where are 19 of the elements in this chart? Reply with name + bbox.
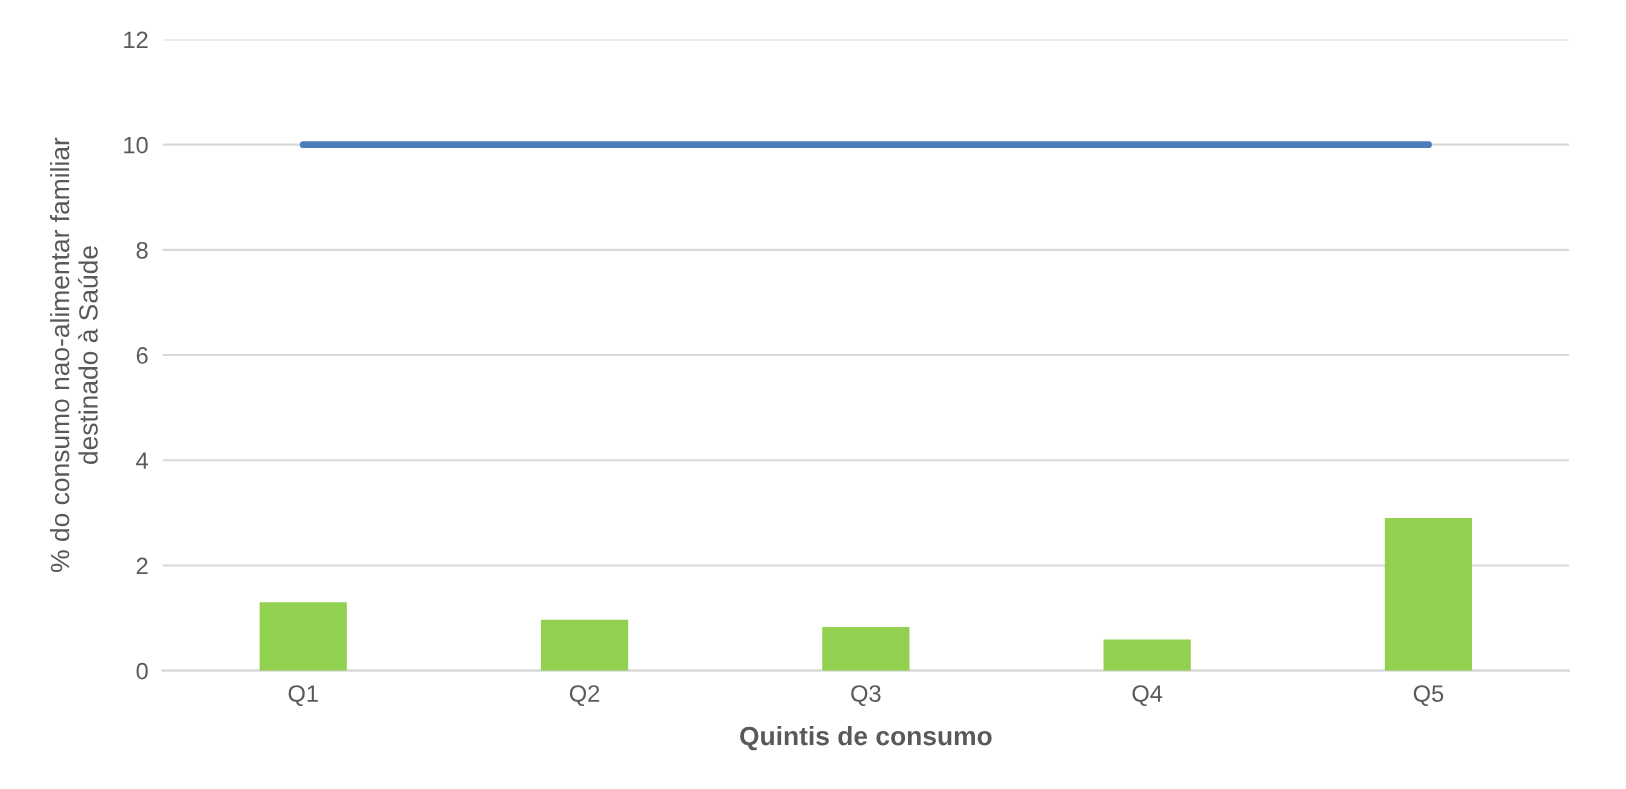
y-tick-label: 4 [136,452,149,469]
y-tick-label: 12 [124,31,148,49]
bar [1384,518,1473,671]
y-tick-label: 6 [136,347,148,364]
bar [540,619,629,671]
x-tick-label: Q4 [1132,685,1163,707]
bar [822,626,910,671]
x-tick-label: Q3 [851,685,881,707]
y-tick-label: 8 [136,241,148,259]
y-tick-label: 0 [136,662,148,680]
y-tick-label: 2 [136,557,148,575]
x-tick-label: Q1 [288,685,318,707]
y-axis-title: % do consumo nao-alimentar familiar destinado à Saúde [49,137,98,572]
x-tick-label: Q5 [1413,685,1444,707]
bar [1103,639,1191,671]
bar [259,602,347,671]
x-tick-label: Q2 [569,685,600,707]
x-axis-title: Quintis de consumo [740,725,992,751]
y-tick-label: 10 [124,136,148,154]
